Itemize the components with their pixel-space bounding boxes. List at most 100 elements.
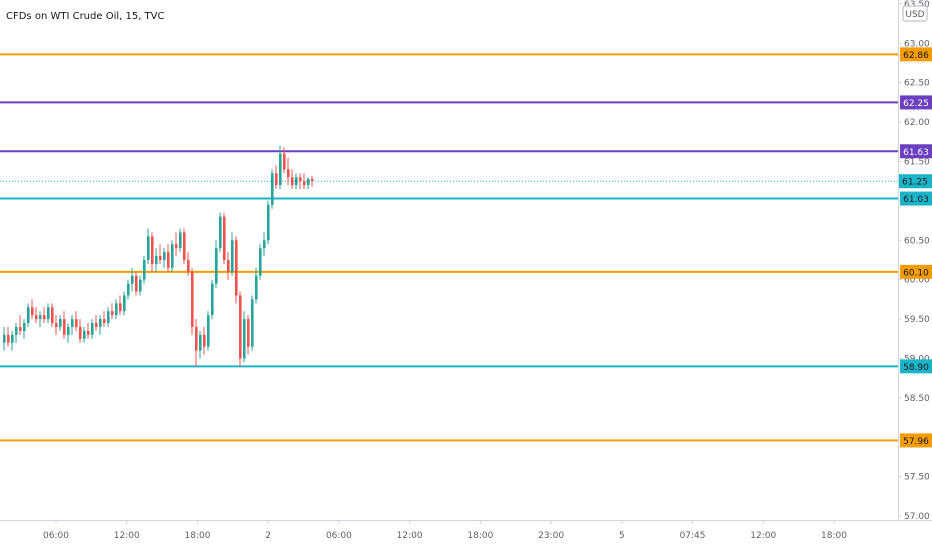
candle-body [271, 173, 274, 205]
candle-body [119, 303, 122, 312]
candle-body [23, 323, 26, 331]
candle-body [31, 307, 34, 316]
candle-body [215, 248, 218, 284]
candle-body [27, 307, 30, 324]
candle-body [299, 177, 302, 182]
candle-body [259, 248, 262, 276]
price-tick-label: 62.00 [904, 118, 930, 128]
price-level-badge [900, 359, 932, 374]
candle-body [147, 236, 150, 260]
chart-title: CFDs on WTI Crude Oil, 15, TVC [6, 11, 165, 22]
time-tick-label: 12:00 [114, 531, 140, 541]
time-axis[interactable]: 06:00 12:00 18:00 2 06:00 12:00 18:00 23:00 5 07:… [43, 520, 847, 541]
last-price-label: 61.25 [899, 174, 932, 189]
candle-body [47, 307, 50, 320]
candle-body [95, 323, 98, 327]
time-tick-label: 18:00 [467, 531, 493, 541]
svg-text:USD: USD [905, 10, 924, 20]
price-level-label: 58.90 [903, 363, 929, 373]
price-level-badge [900, 191, 932, 206]
candle-body [91, 323, 94, 335]
price-tick-label: 61.50 [904, 158, 930, 168]
time-tick-label: 2 [265, 531, 271, 541]
time-tick-label: 18:00 [821, 531, 847, 541]
candle-body [35, 315, 38, 320]
candle-body [107, 311, 110, 324]
candle-body [187, 260, 190, 272]
candle-body [219, 216, 222, 249]
candle-body [103, 319, 106, 324]
candle-body [39, 315, 42, 320]
candle-body [171, 244, 174, 268]
svg-text:61.25: 61.25 [902, 178, 928, 188]
time-tick-label: 23:00 [538, 531, 564, 541]
candle-body [155, 256, 158, 264]
candle-body [251, 299, 254, 347]
candle-body [131, 275, 134, 284]
candle-body [275, 173, 278, 186]
candle-body [227, 260, 230, 272]
time-tick-label: 12:00 [750, 531, 776, 541]
time-tick-label: 06:00 [326, 531, 352, 541]
candle-body [123, 295, 126, 312]
candle-body [11, 334, 14, 343]
price-level-badge [900, 144, 932, 159]
candle-body [175, 244, 178, 249]
price-level-label: 61.63 [903, 148, 929, 158]
candle-body [87, 330, 90, 335]
time-tick-label: 18:00 [184, 531, 210, 541]
candle-body [203, 334, 206, 347]
candle-body [183, 232, 186, 260]
time-tick-label: 07:45 [680, 531, 706, 541]
candle-body [291, 177, 294, 186]
price-level-label: 60.10 [903, 268, 929, 278]
candle-body [179, 232, 182, 249]
price-tick-label: 58.50 [904, 394, 930, 404]
candle-body [55, 323, 58, 327]
currency-button[interactable]: USD [902, 5, 928, 22]
candle-body [83, 330, 86, 339]
price-tick-label: 63.00 [904, 39, 930, 49]
candle-body [247, 319, 250, 347]
candle-body [151, 236, 154, 264]
candle-body [235, 240, 238, 296]
candle-body [263, 240, 266, 249]
price-tick-label: 57.50 [904, 473, 930, 483]
candle-body [43, 315, 46, 320]
price-level-badge [900, 433, 932, 448]
price-tick-label: 60.00 [904, 276, 930, 286]
candle-body [311, 178, 314, 182]
candle-body [283, 153, 286, 170]
candle-body [139, 279, 142, 292]
candles [3, 145, 314, 367]
candle-body [239, 295, 242, 359]
candle-body [159, 256, 162, 260]
candle-body [211, 283, 214, 316]
candle-body [3, 334, 6, 343]
candle-body [279, 153, 282, 186]
candle-body [75, 319, 78, 327]
candle-body [79, 326, 82, 339]
candle-body [167, 252, 170, 268]
price-level-label: 62.25 [903, 99, 929, 109]
candle-body [195, 326, 198, 351]
price-level-badge [900, 95, 932, 110]
candle-body [99, 319, 102, 327]
candle-body [287, 169, 290, 178]
time-tick-label: 06:00 [43, 531, 69, 541]
candle-body [267, 204, 270, 241]
price-level-label: 62.86 [903, 51, 929, 61]
price-level-badge [900, 264, 932, 279]
price-level-label: 61.03 [903, 195, 929, 205]
candle-body [7, 334, 10, 343]
candle-body [127, 283, 130, 296]
candle-body [111, 311, 114, 316]
time-tick-label: 5 [619, 531, 625, 541]
level-labels: 62.86 62.25 61.63 61.03 60.10 58.90 57.96 [900, 47, 932, 448]
candle-body [59, 319, 62, 327]
horizontal-levels [0, 53, 899, 442]
price-tick-label: 60.50 [904, 236, 930, 246]
